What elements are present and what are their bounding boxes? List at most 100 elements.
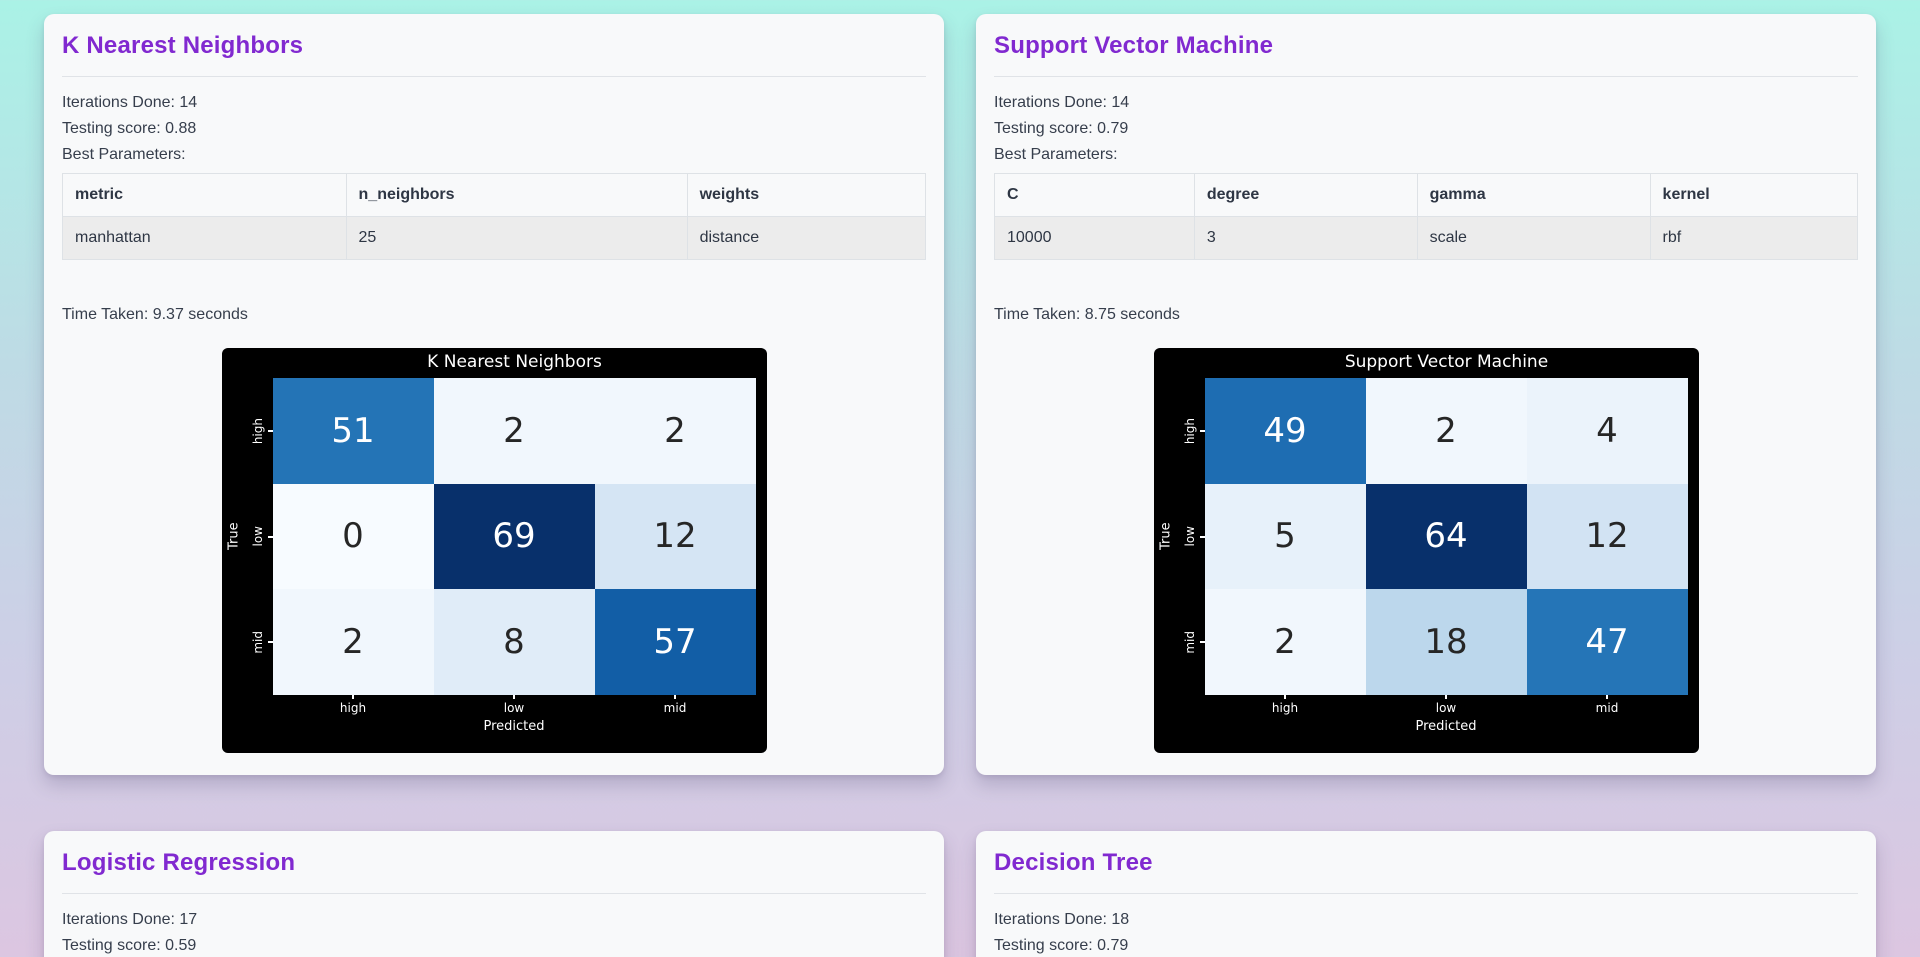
y-tick: low (246, 484, 273, 590)
figure-title: K Nearest Neighbors (427, 352, 602, 372)
heatmap: 49 2 4 5 64 12 2 18 47 (1204, 378, 1688, 695)
x-tick: low (1366, 695, 1527, 716)
heatmap-cell: 51 (272, 378, 434, 484)
tick-mark (267, 429, 273, 432)
tick-mark (267, 641, 273, 644)
x-tick-label: high (1271, 701, 1299, 715)
table-header-cell: gamma (1416, 173, 1651, 217)
iterations-done-text: Iterations Done: 18 (994, 911, 1130, 928)
x-tick: mid (595, 695, 756, 716)
table-header-cell: weights (686, 173, 927, 217)
heatmap-cell: 4 (1526, 378, 1688, 484)
table-header-cell: metric (62, 173, 347, 217)
model-card-knn: K Nearest Neighbors Iterations Done: 14 … (44, 14, 944, 775)
heatmap-cell: 47 (1526, 589, 1688, 695)
iterations-done-text: Iterations Done: 17 (62, 911, 198, 928)
best-parameters-label: Best Parameters: (62, 146, 186, 163)
heatmap-cell: 5 (1204, 483, 1366, 590)
heatmap-cell: 18 (1365, 589, 1527, 695)
y-tick-label: high (1182, 417, 1197, 444)
card-title: K Nearest Neighbors (62, 32, 304, 59)
heatmap: 51 2 2 0 69 12 2 8 57 (272, 378, 756, 695)
table-cell: 25 (345, 216, 688, 260)
tick-mark (1199, 429, 1205, 432)
table-header-cell: n_neighbors (345, 173, 688, 217)
y-tick-label: low (250, 526, 265, 547)
best-parameters-label: Best Parameters: (994, 146, 1118, 163)
table-header-cell: C (994, 173, 1195, 217)
table-cell: manhattan (62, 216, 347, 260)
tick-mark (1606, 695, 1608, 699)
table-row: 10000 3 scale rbf (994, 216, 1859, 260)
heatmap-cell: 2 (1204, 589, 1366, 695)
y-tick: mid (1178, 589, 1205, 695)
model-card-decision-tree: Decision Tree Iterations Done: 18 Testin… (976, 831, 1876, 957)
heatmap-cell: 64 (1365, 483, 1527, 590)
model-card-logistic-regression: Logistic Regression Iterations Done: 17 … (44, 831, 944, 957)
tick-mark (1284, 695, 1286, 699)
x-tick-label: low (503, 701, 525, 715)
y-axis-label: True (1158, 522, 1173, 551)
tick-mark (513, 695, 515, 699)
x-tick-label: mid (1595, 701, 1619, 715)
confusion-matrix-figure: K Nearest Neighbors True high low mid 51… (221, 348, 767, 753)
iterations-done-text: Iterations Done: 14 (994, 94, 1130, 111)
divider (62, 76, 926, 77)
card-title: Logistic Regression (62, 849, 296, 876)
y-axis-label: True (226, 522, 241, 551)
figure-title: Support Vector Machine (1344, 352, 1549, 372)
heatmap-cell: 57 (594, 589, 756, 695)
table-cell: scale (1416, 216, 1651, 260)
table-cell: 3 (1193, 216, 1418, 260)
heatmap-cell: 12 (1526, 483, 1688, 590)
heatmap-cell: 2 (433, 378, 595, 484)
y-tick-label: mid (250, 630, 265, 654)
tick-mark (1445, 695, 1447, 699)
card-title: Decision Tree (994, 849, 1153, 876)
heatmap-cell: 2 (594, 378, 756, 484)
card-title: Support Vector Machine (994, 32, 1274, 59)
model-card-svm: Support Vector Machine Iterations Done: … (976, 14, 1876, 775)
x-tick: low (434, 695, 595, 716)
y-tick-label: low (1182, 526, 1197, 547)
y-axis-ticks: high low mid (246, 378, 273, 695)
x-axis-ticks: high low mid (1205, 695, 1688, 716)
time-taken-text: Time Taken: 8.75 seconds (994, 306, 1180, 323)
table-cell: rbf (1649, 216, 1859, 260)
y-tick: high (1178, 378, 1205, 484)
iterations-done-text: Iterations Done: 14 (62, 94, 198, 111)
table-header-cell: kernel (1649, 173, 1859, 217)
figure-body: True high low mid 51 2 2 0 69 12 2 8 57 high low… (222, 378, 767, 753)
table-header-cell: degree (1193, 173, 1418, 217)
x-axis-ticks: high low mid (273, 695, 756, 716)
heatmap-cell: 49 (1204, 378, 1366, 484)
y-tick: high (246, 378, 273, 484)
testing-score-text: Testing score: 0.59 (62, 937, 197, 954)
divider (994, 76, 1858, 77)
best-parameters-table: C degree gamma kernel 10000 3 scale rbf (994, 173, 1859, 260)
heatmap-cell: 69 (433, 483, 595, 590)
y-tick: mid (246, 589, 273, 695)
heatmap-cell: 0 (272, 483, 434, 590)
tick-mark (352, 695, 354, 699)
y-tick-label: mid (1182, 630, 1197, 654)
table-header-row: metric n_neighbors weights (62, 173, 927, 217)
x-axis-label: Predicted (483, 719, 545, 734)
table-cell: distance (686, 216, 927, 260)
tick-mark (1199, 641, 1205, 644)
table-cell: 10000 (994, 216, 1195, 260)
x-tick: high (1205, 695, 1366, 716)
heatmap-cell: 12 (594, 483, 756, 590)
x-tick-label: low (1435, 701, 1457, 715)
divider (62, 893, 926, 894)
heatmap-cell: 2 (1365, 378, 1527, 484)
heatmap-cell: 8 (433, 589, 595, 695)
table-row: manhattan 25 distance (62, 216, 927, 260)
x-axis-label: Predicted (1415, 719, 1477, 734)
figure-body: True high low mid 49 2 4 5 64 12 2 18 47 high lo… (1154, 378, 1699, 753)
testing-score-text: Testing score: 0.88 (62, 120, 197, 137)
x-tick-label: high (339, 701, 367, 715)
heatmap-cell: 2 (272, 589, 434, 695)
tick-mark (674, 695, 676, 699)
y-axis-ticks: high low mid (1178, 378, 1205, 695)
